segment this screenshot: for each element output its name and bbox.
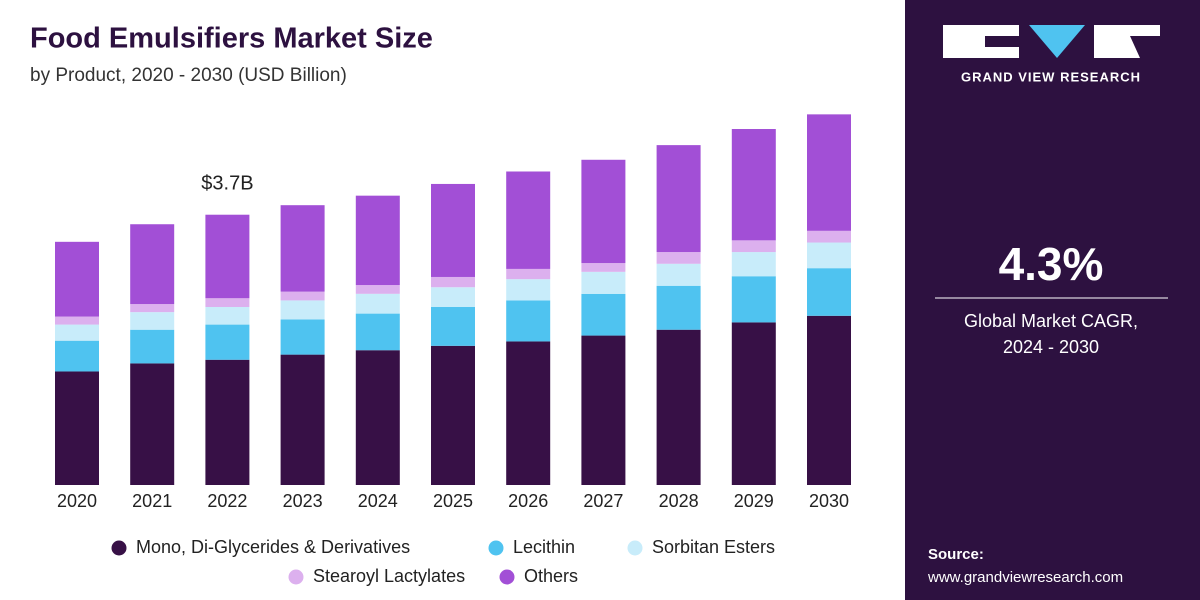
x-tick-label: 2026 xyxy=(508,491,548,511)
bar-segment xyxy=(731,322,776,485)
cagr-label: Global Market CAGR, xyxy=(964,311,1138,331)
x-tick-label: 2030 xyxy=(809,491,849,511)
bar-segment xyxy=(55,324,99,341)
bar-segment xyxy=(431,307,475,346)
bar-segment xyxy=(656,145,701,253)
bar-segment xyxy=(280,354,325,485)
bar-segment xyxy=(506,279,551,301)
bar-segment xyxy=(205,214,250,299)
bar-segment xyxy=(431,183,475,277)
bar-segment xyxy=(205,298,250,308)
legend-label: Stearoyl Lactylates xyxy=(313,566,465,586)
bar-segment xyxy=(506,341,551,485)
bar-segment xyxy=(506,268,551,280)
bar-segment xyxy=(731,240,776,253)
bar-segment xyxy=(355,285,400,294)
bar-segment xyxy=(581,293,626,336)
legend-marker xyxy=(499,569,515,585)
source-url: www.grandviewresearch.com xyxy=(927,569,1123,586)
x-tick-label: 2028 xyxy=(659,491,699,511)
x-tick-label: 2024 xyxy=(358,491,398,511)
bar-segment xyxy=(130,329,175,364)
logo-cut xyxy=(985,36,1019,47)
bar-segment xyxy=(656,252,701,264)
legend-label: Mono, Di-Glycerides & Derivatives xyxy=(136,537,410,557)
chart-title: Food Emulsifiers Market Size xyxy=(30,23,433,55)
bar-segment xyxy=(55,340,99,372)
source-label: Source: xyxy=(928,546,984,563)
side-panel xyxy=(905,0,1200,600)
x-tick-label: 2021 xyxy=(132,491,172,511)
x-tick-label: 2025 xyxy=(433,491,473,511)
x-tick-label: 2022 xyxy=(207,491,247,511)
bar-segment xyxy=(431,345,475,485)
bar-segment xyxy=(280,291,325,301)
annotation: $3.7B xyxy=(201,172,253,194)
bar-segment xyxy=(55,371,99,485)
logo-triangle xyxy=(1029,25,1085,58)
bar-segment xyxy=(130,363,175,485)
bar-segment xyxy=(731,252,776,277)
legend-marker xyxy=(488,540,504,556)
bar-segment xyxy=(205,359,250,485)
bar-segment xyxy=(280,300,325,320)
bar-segment xyxy=(656,285,701,330)
bar-segment xyxy=(130,224,175,305)
bar-segment xyxy=(731,276,776,323)
x-tick-label: 2020 xyxy=(57,491,97,511)
bar-segment xyxy=(280,205,325,292)
bar-segment xyxy=(130,304,175,313)
bar-segment xyxy=(205,307,250,325)
x-tick-label: 2029 xyxy=(734,491,774,511)
brand-name: GRAND VIEW RESEARCH xyxy=(961,69,1141,84)
chart-subtitle: by Product, 2020 - 2030 (USD Billion) xyxy=(30,65,347,86)
bar-segment xyxy=(355,293,400,314)
bar-segment xyxy=(807,242,851,269)
cagr-period: 2024 - 2030 xyxy=(1003,337,1099,357)
bar-segment xyxy=(656,329,701,485)
bar-segment xyxy=(355,313,400,351)
bar-segment xyxy=(431,276,475,288)
bar-segment xyxy=(807,114,851,231)
logo xyxy=(943,25,1160,58)
bar-segment xyxy=(807,268,851,316)
bar-segment xyxy=(506,300,551,342)
bar-segment xyxy=(355,350,400,485)
bar-segment xyxy=(807,315,851,485)
legend-label: Lecithin xyxy=(513,537,575,557)
x-tick-label: 2023 xyxy=(283,491,323,511)
legend-marker xyxy=(627,540,643,556)
logo-cut xyxy=(1130,36,1160,58)
bar-segment xyxy=(581,335,626,485)
bar-segment xyxy=(130,312,175,330)
bar-segment xyxy=(280,319,325,355)
legend-marker xyxy=(111,540,127,556)
bar-segment xyxy=(355,195,400,286)
x-tick-label: 2027 xyxy=(583,491,623,511)
bar-segment xyxy=(581,271,626,294)
bar-segment xyxy=(55,241,99,317)
legend-label: Sorbitan Esters xyxy=(652,537,775,557)
bar-segment xyxy=(506,171,551,269)
bar-segment xyxy=(581,159,626,264)
bar-segment xyxy=(55,316,99,325)
bar-segment xyxy=(205,324,250,360)
legend-marker xyxy=(288,569,304,585)
bar-segment xyxy=(807,230,851,243)
bar-segment xyxy=(431,287,475,308)
legend-label: Others xyxy=(524,566,578,586)
cagr-value: 4.3% xyxy=(999,238,1104,290)
bar-segment xyxy=(731,129,776,241)
bar-segment xyxy=(656,263,701,286)
bar-segment xyxy=(581,263,626,272)
